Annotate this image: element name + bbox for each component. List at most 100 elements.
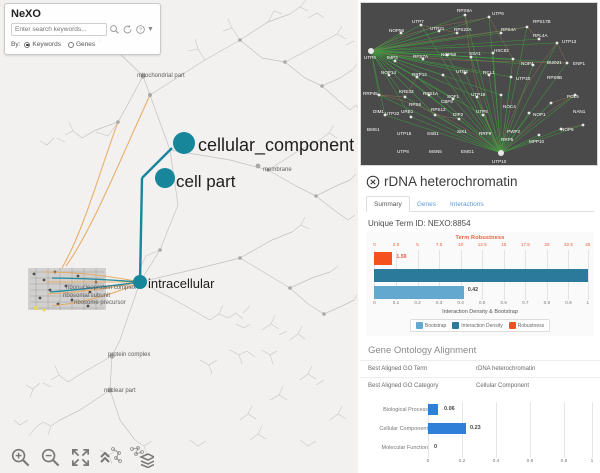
node-intracellular	[133, 275, 147, 289]
axis-tick: 0.9	[565, 300, 572, 305]
legend-item-bootstrap[interactable]: Bootstrap	[415, 322, 446, 329]
radio-keywords[interactable]	[24, 41, 31, 48]
refresh-icon[interactable]	[122, 23, 133, 36]
node-label-membrane[interactable]: membrane	[263, 167, 292, 173]
robustness-chart: Term Robustness 0 2.5 5 7.5 10 12.5 15 1…	[366, 232, 594, 336]
chart-plot-area: 1.59 0.42	[370, 250, 590, 300]
axis-tick: 0.2	[458, 459, 466, 464]
axis-tick: 0.6	[526, 459, 534, 464]
gene-label: UTP15	[397, 131, 412, 136]
search-input[interactable]	[11, 23, 107, 36]
gene-label: URB1	[401, 109, 414, 114]
radio-genes-label[interactable]: Genes	[75, 41, 96, 48]
layers-icon[interactable]	[128, 445, 154, 468]
node-label-intracellular[interactable]: intracellular	[148, 276, 215, 291]
go-term-value: rDNA heterochromatin	[476, 366, 536, 372]
chevron-down-icon[interactable]: ▼	[147, 26, 154, 33]
tab-genes[interactable]: Genes	[416, 201, 436, 208]
gene-label: RPS17B	[533, 19, 551, 24]
gene-label: UTP10	[492, 159, 507, 164]
node-cell-part	[155, 168, 175, 188]
gene-label: RRP5	[501, 137, 514, 142]
axis-tick: 1	[590, 459, 594, 464]
node-cellular-component	[173, 132, 195, 154]
legend-item-interaction-density[interactable]: Interaction Density	[452, 322, 503, 329]
term-detail-panel[interactable]: rDNA heterochromatin Summary Genes Inter…	[360, 168, 600, 473]
node-label-cell-part[interactable]: cell part	[176, 172, 236, 191]
tab-summary[interactable]: Summary	[366, 196, 410, 212]
gene-label: UTP7	[412, 19, 424, 24]
go-bar-row: Cellular Component 0.23	[366, 421, 594, 439]
gene-label: KRE33	[399, 89, 414, 94]
node-label-cellular-component[interactable]: cellular_component	[198, 135, 355, 155]
gene-label: UTP4	[456, 69, 468, 74]
axis-tick: 0.5	[478, 300, 486, 305]
tab-interactions[interactable]: Interactions	[449, 201, 484, 208]
gene-label: SSB1	[427, 131, 439, 136]
unique-term-id: Unique Term ID: NEXO:8854	[368, 219, 471, 228]
axis-tick: 22.5	[563, 242, 573, 247]
close-circle-icon[interactable]	[366, 175, 380, 189]
search-row: ? ▼	[11, 23, 154, 36]
zoom-out-icon[interactable]	[40, 447, 61, 468]
zoom-in-icon[interactable]	[10, 447, 31, 468]
ontology-tree-graph[interactable]	[0, 0, 358, 473]
axis-tick: 0.2	[414, 300, 421, 305]
gene-label: DIP2	[453, 112, 464, 117]
legend-swatch	[508, 322, 516, 329]
gene-label: UTP6	[492, 11, 504, 16]
bar-interaction-density	[374, 269, 588, 282]
node-label-ribosomal-subunit[interactable]: ribosomal subunit	[63, 293, 111, 299]
gene-label: RPS1A	[423, 91, 439, 96]
gene-label: NAN1	[573, 109, 586, 114]
expand-arrows-icon[interactable]	[70, 447, 91, 468]
axis-tick: 0.4	[457, 300, 464, 305]
go-bar-label: Biological Process	[383, 407, 428, 413]
axis-tick: 0.3	[435, 300, 443, 305]
gene-label: RPS7A	[413, 54, 429, 59]
node-label-ribonucleoprotein-complex[interactable]: ribonucleoprotein complex	[66, 285, 137, 291]
gene-label: PWP2	[507, 129, 520, 134]
help-icon[interactable]: ?	[135, 23, 146, 36]
gene-label: MPP10	[529, 139, 545, 144]
search-by-label: By:	[11, 41, 21, 48]
axis-tick: 1	[586, 300, 590, 305]
node-label-mitochondrial-part[interactable]: mitochondrial part	[137, 73, 185, 79]
radio-keywords-label[interactable]: Keywords	[32, 41, 61, 48]
radio-genes[interactable]	[67, 41, 74, 48]
gene-label: HSC82	[494, 48, 509, 53]
axis-tick: 17.5	[520, 242, 530, 247]
node-label-ribosome-precursor[interactable]: ribosome precursor	[74, 300, 126, 306]
detail-tabs: Summary Genes Interactions	[366, 196, 594, 212]
interaction-network-pane[interactable]: UTP9 UTP10 UTP7 RPS8A UTP6 RPS17B NOP56 …	[360, 2, 598, 166]
axis-tick: 15	[501, 242, 507, 247]
svg-text:?: ?	[139, 28, 142, 34]
interaction-network-graph[interactable]: UTP9 UTP10 UTP7 RPS8A UTP6 RPS17B NOP56 …	[361, 3, 598, 166]
go-alignment-title: Gene Ontology Alignment	[368, 345, 477, 356]
node-label-nuclear-part[interactable]: nuclear part	[104, 388, 136, 394]
legend-item-robustness[interactable]: Robustness	[508, 322, 544, 329]
gene-label: NOP6	[561, 127, 574, 132]
gene-label: NOP56	[389, 28, 405, 33]
gene-label: NOP1	[533, 112, 546, 117]
go-bar-label: Cellular Component	[379, 426, 428, 432]
axis-tick: 0.6	[500, 300, 507, 305]
search-by-row: By: Keywords Genes	[11, 41, 154, 48]
collapse-chevrons-icon[interactable]	[99, 445, 123, 468]
axis-tick: 0.7	[522, 300, 529, 305]
gene-label: BMS1	[367, 127, 380, 132]
bar-robustness	[374, 252, 393, 265]
gene-label: RPS4A	[501, 27, 517, 32]
axis-tick: 12.5	[477, 242, 487, 247]
search-panel[interactable]: NeXO ? ▼ By: Keywo	[4, 3, 161, 55]
gene-label: NOP14	[381, 70, 397, 75]
ontology-tree-pane[interactable]: cellular_component cell part intracellul…	[0, 0, 358, 473]
go-category-value: Cellular Component	[476, 383, 530, 389]
gene-label: ENP1	[573, 61, 585, 66]
chart-legend: Bootstrap Interaction Density Robustness	[409, 319, 551, 332]
search-icon[interactable]	[109, 23, 120, 36]
gene-label: MSN5	[429, 149, 442, 154]
tree-toolbar	[0, 441, 358, 473]
node-label-protein-complex[interactable]: protein complex	[108, 352, 151, 358]
